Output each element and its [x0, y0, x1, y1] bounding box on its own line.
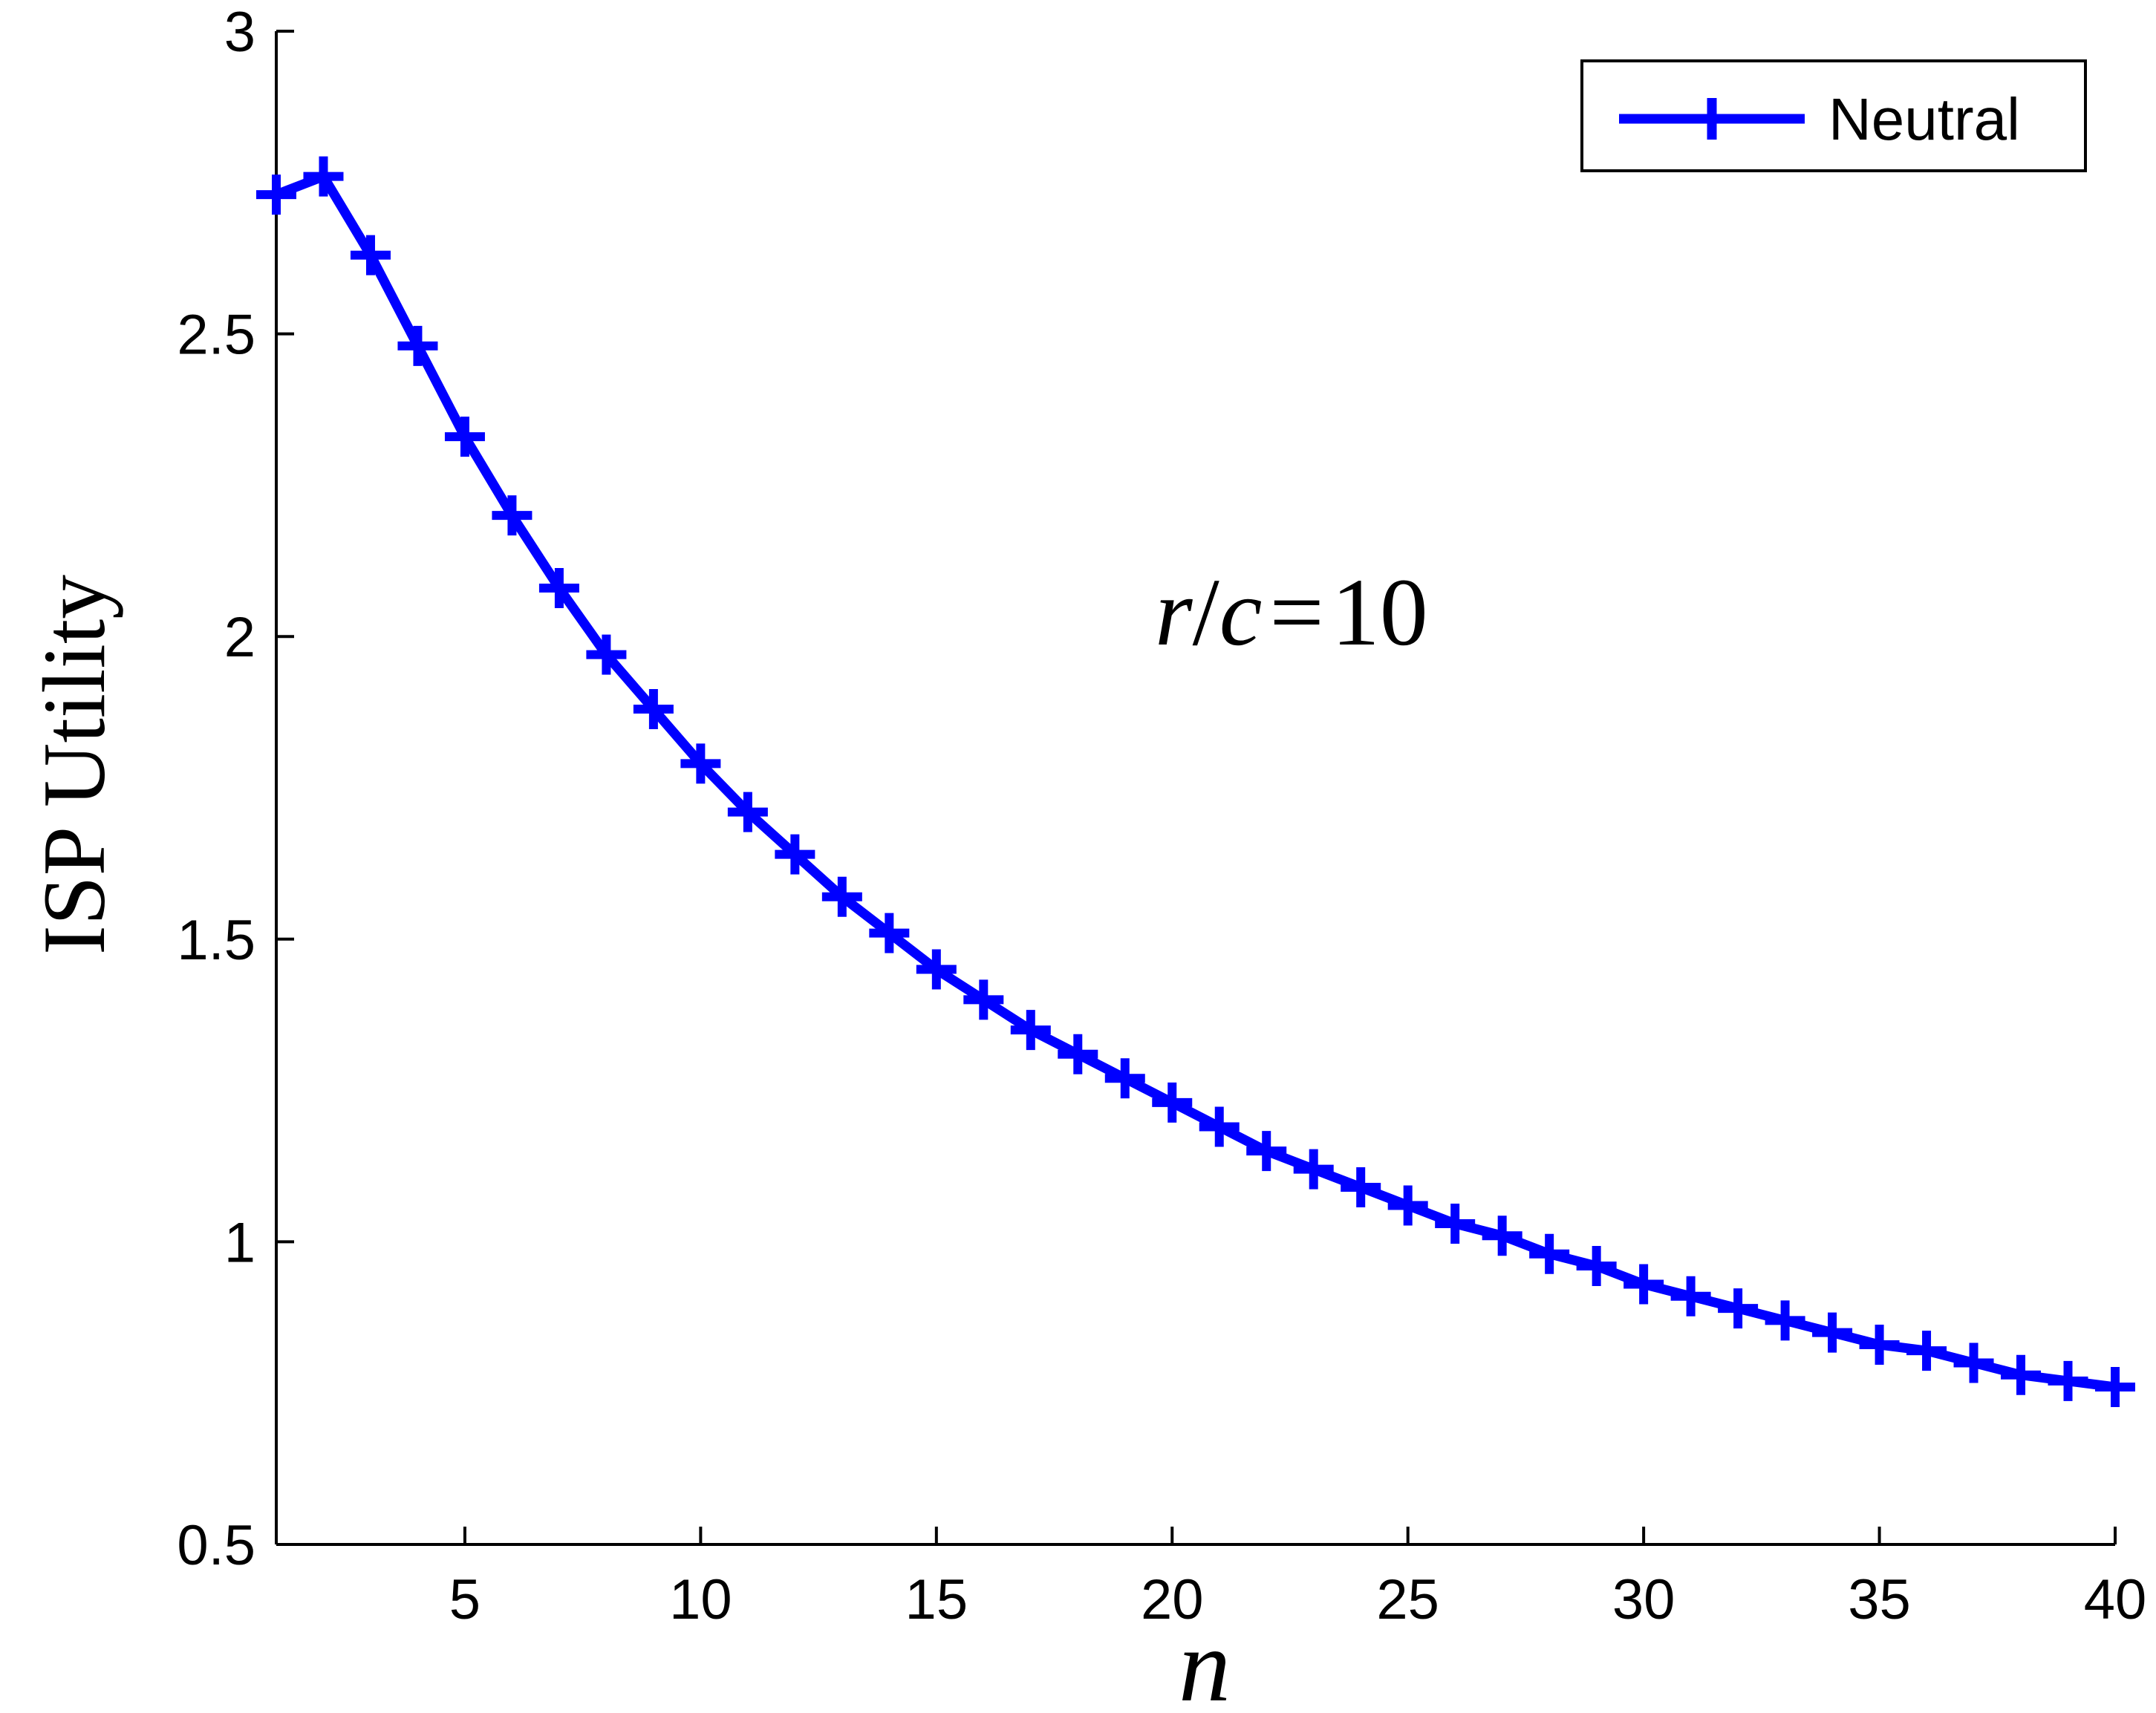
- data-point: [1010, 1010, 1051, 1051]
- x-tick-label: 35: [1848, 1568, 1911, 1631]
- data-point: [1953, 1342, 1994, 1383]
- y-axis-title: ISP Utility: [25, 575, 123, 955]
- x-ticks: 5 10 15 20 25 30 35 40: [449, 1527, 2146, 1631]
- data-point: [2048, 1360, 2088, 1401]
- data-point: [350, 235, 391, 275]
- data-point: [1387, 1185, 1428, 1226]
- annotation-slash: /: [1193, 559, 1220, 666]
- x-axis-title: n: [1179, 1608, 1231, 1713]
- data-point: [1058, 1034, 1098, 1074]
- y-tick-label: 2: [224, 606, 255, 669]
- data-point: [1576, 1246, 1617, 1287]
- annotation-r: r: [1155, 559, 1193, 666]
- data-point: [397, 325, 438, 366]
- data-point: [727, 792, 768, 832]
- data-point: [1623, 1264, 1664, 1305]
- data-point: [1152, 1082, 1193, 1123]
- series-line-0: [274, 172, 2116, 1392]
- data-point: [1812, 1312, 1853, 1353]
- data-point: [303, 156, 344, 197]
- series-layer: [256, 156, 2135, 1408]
- x-tick-label: 10: [669, 1568, 732, 1631]
- y-ticks: 0.5 1 1.5 2 2.5 3: [177, 1, 294, 1577]
- x-tick-label: 20: [1141, 1568, 1204, 1631]
- x-tick-label: 25: [1376, 1568, 1439, 1631]
- annotation-ratio: r/c=10: [1155, 559, 1428, 666]
- data-point: [492, 495, 533, 536]
- data-point: [1246, 1131, 1287, 1172]
- legend-swatch-marker: [1691, 98, 1733, 140]
- annotation-value: 10: [1332, 559, 1428, 666]
- y-tick-label: 1.5: [177, 909, 255, 972]
- y-tick-label: 0.5: [177, 1514, 255, 1577]
- data-point: [1765, 1300, 1805, 1341]
- data-point: [1529, 1233, 1570, 1274]
- data-point: [538, 567, 579, 608]
- data-point: [1670, 1276, 1711, 1316]
- x-tick-label: 15: [905, 1568, 968, 1631]
- data-point: [869, 913, 910, 953]
- legend: Neutral: [1580, 59, 2087, 172]
- data-point: [1341, 1167, 1381, 1208]
- annotation-c: c: [1219, 559, 1263, 666]
- plot-area: 5 10 15 20 25 30 35 40 0.5 1 1.5 2 2.5 3: [177, 1, 2146, 1631]
- y-tick-label: 1: [224, 1211, 255, 1274]
- data-point: [821, 876, 862, 917]
- data-point: [1199, 1106, 1240, 1147]
- data-point: [1718, 1288, 1759, 1329]
- data-point: [1293, 1149, 1334, 1190]
- data-point: [444, 417, 485, 457]
- x-tick-label: 30: [1612, 1568, 1675, 1631]
- data-point: [1859, 1324, 1900, 1365]
- data-point: [963, 979, 1004, 1020]
- data-point: [2001, 1354, 2042, 1395]
- data-point: [1482, 1216, 1522, 1256]
- x-tick-label: 40: [2084, 1568, 2147, 1631]
- y-tick-label: 3: [224, 1, 255, 64]
- data-point: [2095, 1367, 2135, 1408]
- data-point: [633, 689, 674, 730]
- x-tick-label: 5: [449, 1568, 481, 1631]
- data-point: [775, 834, 815, 875]
- data-point: [916, 949, 957, 990]
- data-point: [1906, 1331, 1947, 1371]
- annotation-equals: =: [1269, 559, 1323, 666]
- legend-label: Neutral: [1828, 86, 2020, 152]
- data-point: [680, 743, 721, 784]
- data-point: [1104, 1058, 1145, 1099]
- data-point: [586, 634, 627, 675]
- data-point: [256, 174, 296, 215]
- y-tick-label: 2.5: [177, 304, 255, 367]
- data-point: [1435, 1203, 1476, 1244]
